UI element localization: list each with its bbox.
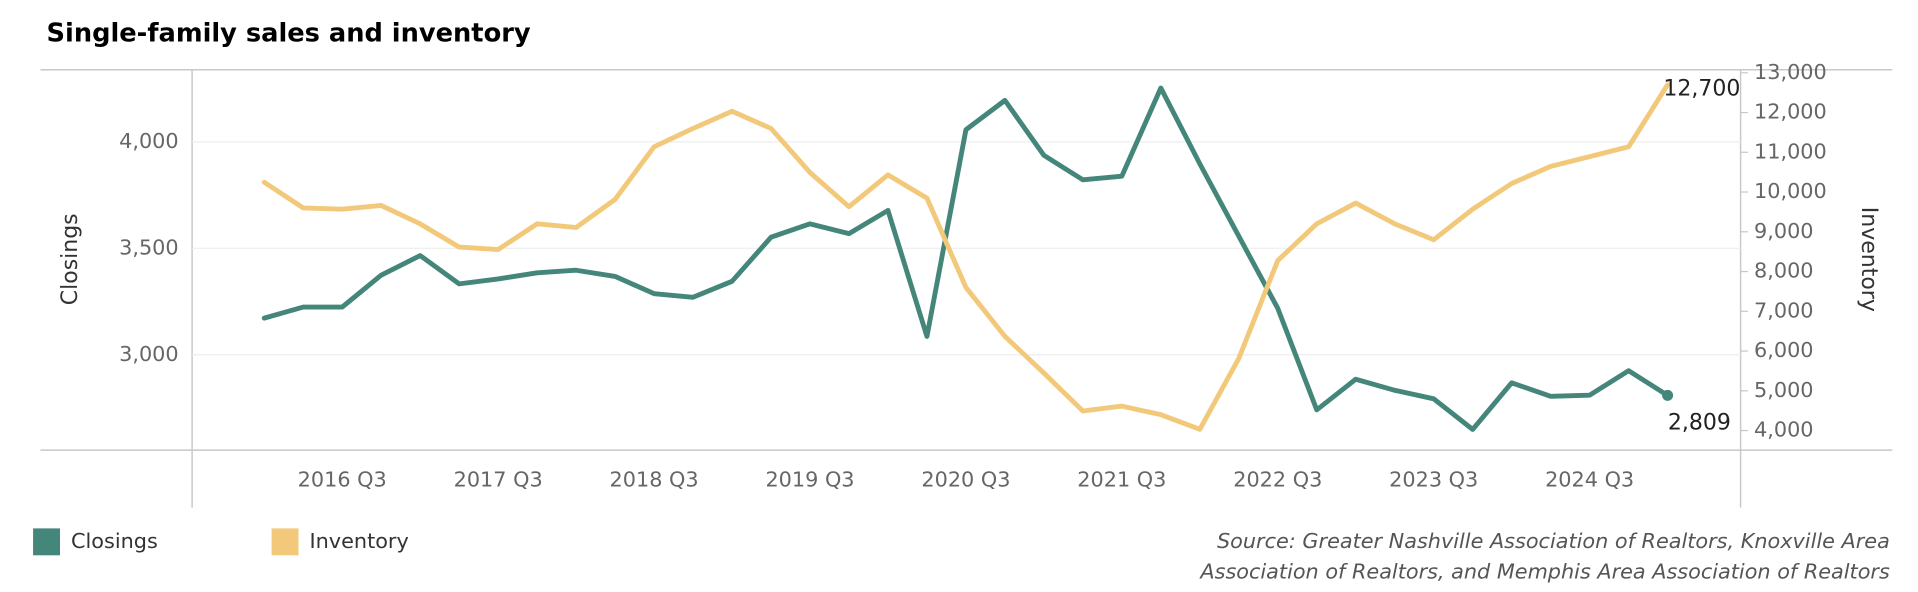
y2-tick-label: 11,000 (1754, 139, 1827, 163)
y2-axis-title: Inventory (1856, 207, 1881, 312)
y2-tick-label: 9,000 (1754, 219, 1813, 243)
source-line: Source: Greater Nashville Association of… (1217, 529, 1890, 553)
y2-tick-label: 10,000 (1754, 179, 1827, 203)
x-tick-label: 2019 Q3 (765, 468, 854, 492)
legend-label: Inventory (310, 529, 409, 553)
x-tick-label: 2017 Q3 (454, 468, 543, 492)
y2-tick-label: 5,000 (1754, 378, 1813, 402)
y-tick-label: 4,000 (119, 129, 179, 153)
y2-tick-label: 12,000 (1754, 100, 1827, 124)
x-tick-label: 2018 Q3 (610, 468, 699, 492)
y2-tick-label: 4,000 (1754, 418, 1813, 442)
legend-label: Closings (71, 529, 158, 553)
y2-tick-label: 8,000 (1754, 259, 1813, 283)
x-tick-label: 2024 Q3 (1545, 468, 1634, 492)
y-tick-label: 3,500 (119, 235, 179, 259)
x-tick-label: 2022 Q3 (1233, 468, 1322, 492)
x-tick-label: 2020 Q3 (921, 468, 1010, 492)
source-line: Association of Realtors, and Memphis Are… (1198, 559, 1890, 583)
x-tick-label: 2021 Q3 (1077, 468, 1166, 492)
y-axis-title: Closings (58, 213, 83, 305)
value-label: 12,700 (1663, 77, 1740, 102)
x-tick-label: 2016 Q3 (298, 468, 387, 492)
legend-swatch (33, 528, 60, 556)
y2-tick-label: 13,000 (1754, 60, 1827, 84)
y2-tick-label: 7,000 (1754, 298, 1813, 322)
y-tick-label: 3,000 (119, 342, 179, 366)
legend-swatch (271, 528, 299, 556)
value-label: 2,809 (1668, 411, 1731, 436)
x-tick-label: 2023 Q3 (1389, 468, 1478, 492)
series-line (261, 85, 1671, 432)
series-line (261, 82, 1671, 432)
y2-tick-label: 6,000 (1754, 338, 1813, 362)
chart-title: Single-family sales and inventory (47, 19, 531, 49)
end-point (1662, 389, 1674, 401)
